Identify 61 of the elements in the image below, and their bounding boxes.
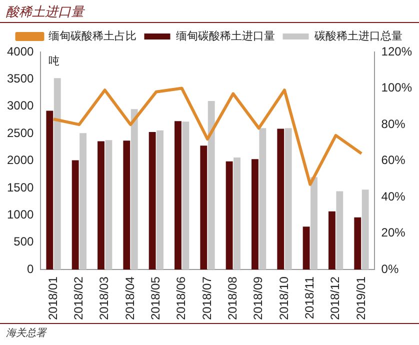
bar <box>208 100 215 270</box>
bar <box>130 109 138 270</box>
bar <box>277 128 284 270</box>
bar <box>284 128 292 270</box>
bar <box>234 158 240 270</box>
bar <box>200 146 208 270</box>
bar <box>302 226 310 270</box>
x-tick-label: 2018/05 <box>148 276 162 320</box>
bar <box>98 141 104 270</box>
x-tick-label: 2018/09 <box>251 276 266 320</box>
bar <box>226 161 233 270</box>
y-axis-title: 吨 <box>48 54 60 68</box>
y2-tick-label: 60% <box>381 153 406 168</box>
y-tick-label: 2500 <box>6 126 34 140</box>
y-tick-label: 1500 <box>6 180 34 194</box>
bar <box>252 159 258 270</box>
y2-tick-label: 0% <box>381 262 399 276</box>
x-tick-label: 2018/02 <box>72 276 86 320</box>
x-tick-label: 2018/08 <box>225 276 240 320</box>
y2-tick-label: 80% <box>381 116 406 131</box>
bar <box>259 128 266 270</box>
legend-label: 缅甸碳酸稀土进口量 <box>176 30 275 43</box>
x-tick-label: 2018/10 <box>276 276 291 320</box>
y-tick-label: 3000 <box>6 98 34 113</box>
legend-label: 缅甸碳酸稀土占比 <box>48 30 136 43</box>
bar <box>72 160 79 270</box>
x-tick-label: 2018/12 <box>328 276 342 320</box>
y2-tick-label: 100% <box>381 80 412 95</box>
x-tick-label: 2019/01 <box>354 276 368 320</box>
text: 海关总署 <box>0 323 419 342</box>
bar <box>156 130 164 270</box>
y-tick-label: 4000 <box>6 44 34 58</box>
bar <box>182 122 190 270</box>
x-tick-label: 2018/01 <box>46 276 60 320</box>
y-tick-label: 0 <box>27 262 34 276</box>
bar <box>362 190 369 270</box>
bar <box>54 78 61 270</box>
bar <box>310 177 318 270</box>
y-tick-label: 3500 <box>6 72 34 86</box>
bar <box>148 132 156 270</box>
y-tick-label: 2000 <box>6 153 34 168</box>
chart-title: 酸稀土进口量 <box>0 0 419 23</box>
bar <box>123 140 130 270</box>
x-tick-label: 2018/11 <box>302 276 316 320</box>
bar <box>336 191 344 270</box>
bar <box>80 133 87 270</box>
y-tick-label: 500 <box>14 234 34 249</box>
bar <box>174 121 182 270</box>
bar <box>105 140 112 270</box>
x-tick-label: 2018/07 <box>200 276 214 320</box>
y-tick-label: 1000 <box>6 208 34 222</box>
y2-tick-label: 120% <box>381 44 412 58</box>
bar <box>354 217 362 270</box>
legend-label: 碳酸稀土进口总量 <box>313 30 402 43</box>
y2-tick-label: 20% <box>381 226 406 240</box>
y2-tick-label: 40% <box>381 189 406 204</box>
x-tick-label: 2018/03 <box>97 276 112 320</box>
x-tick-label: 2018/04 <box>122 276 137 320</box>
bar <box>46 110 54 270</box>
bar <box>328 211 336 270</box>
x-tick-label: 2018/06 <box>174 276 188 320</box>
